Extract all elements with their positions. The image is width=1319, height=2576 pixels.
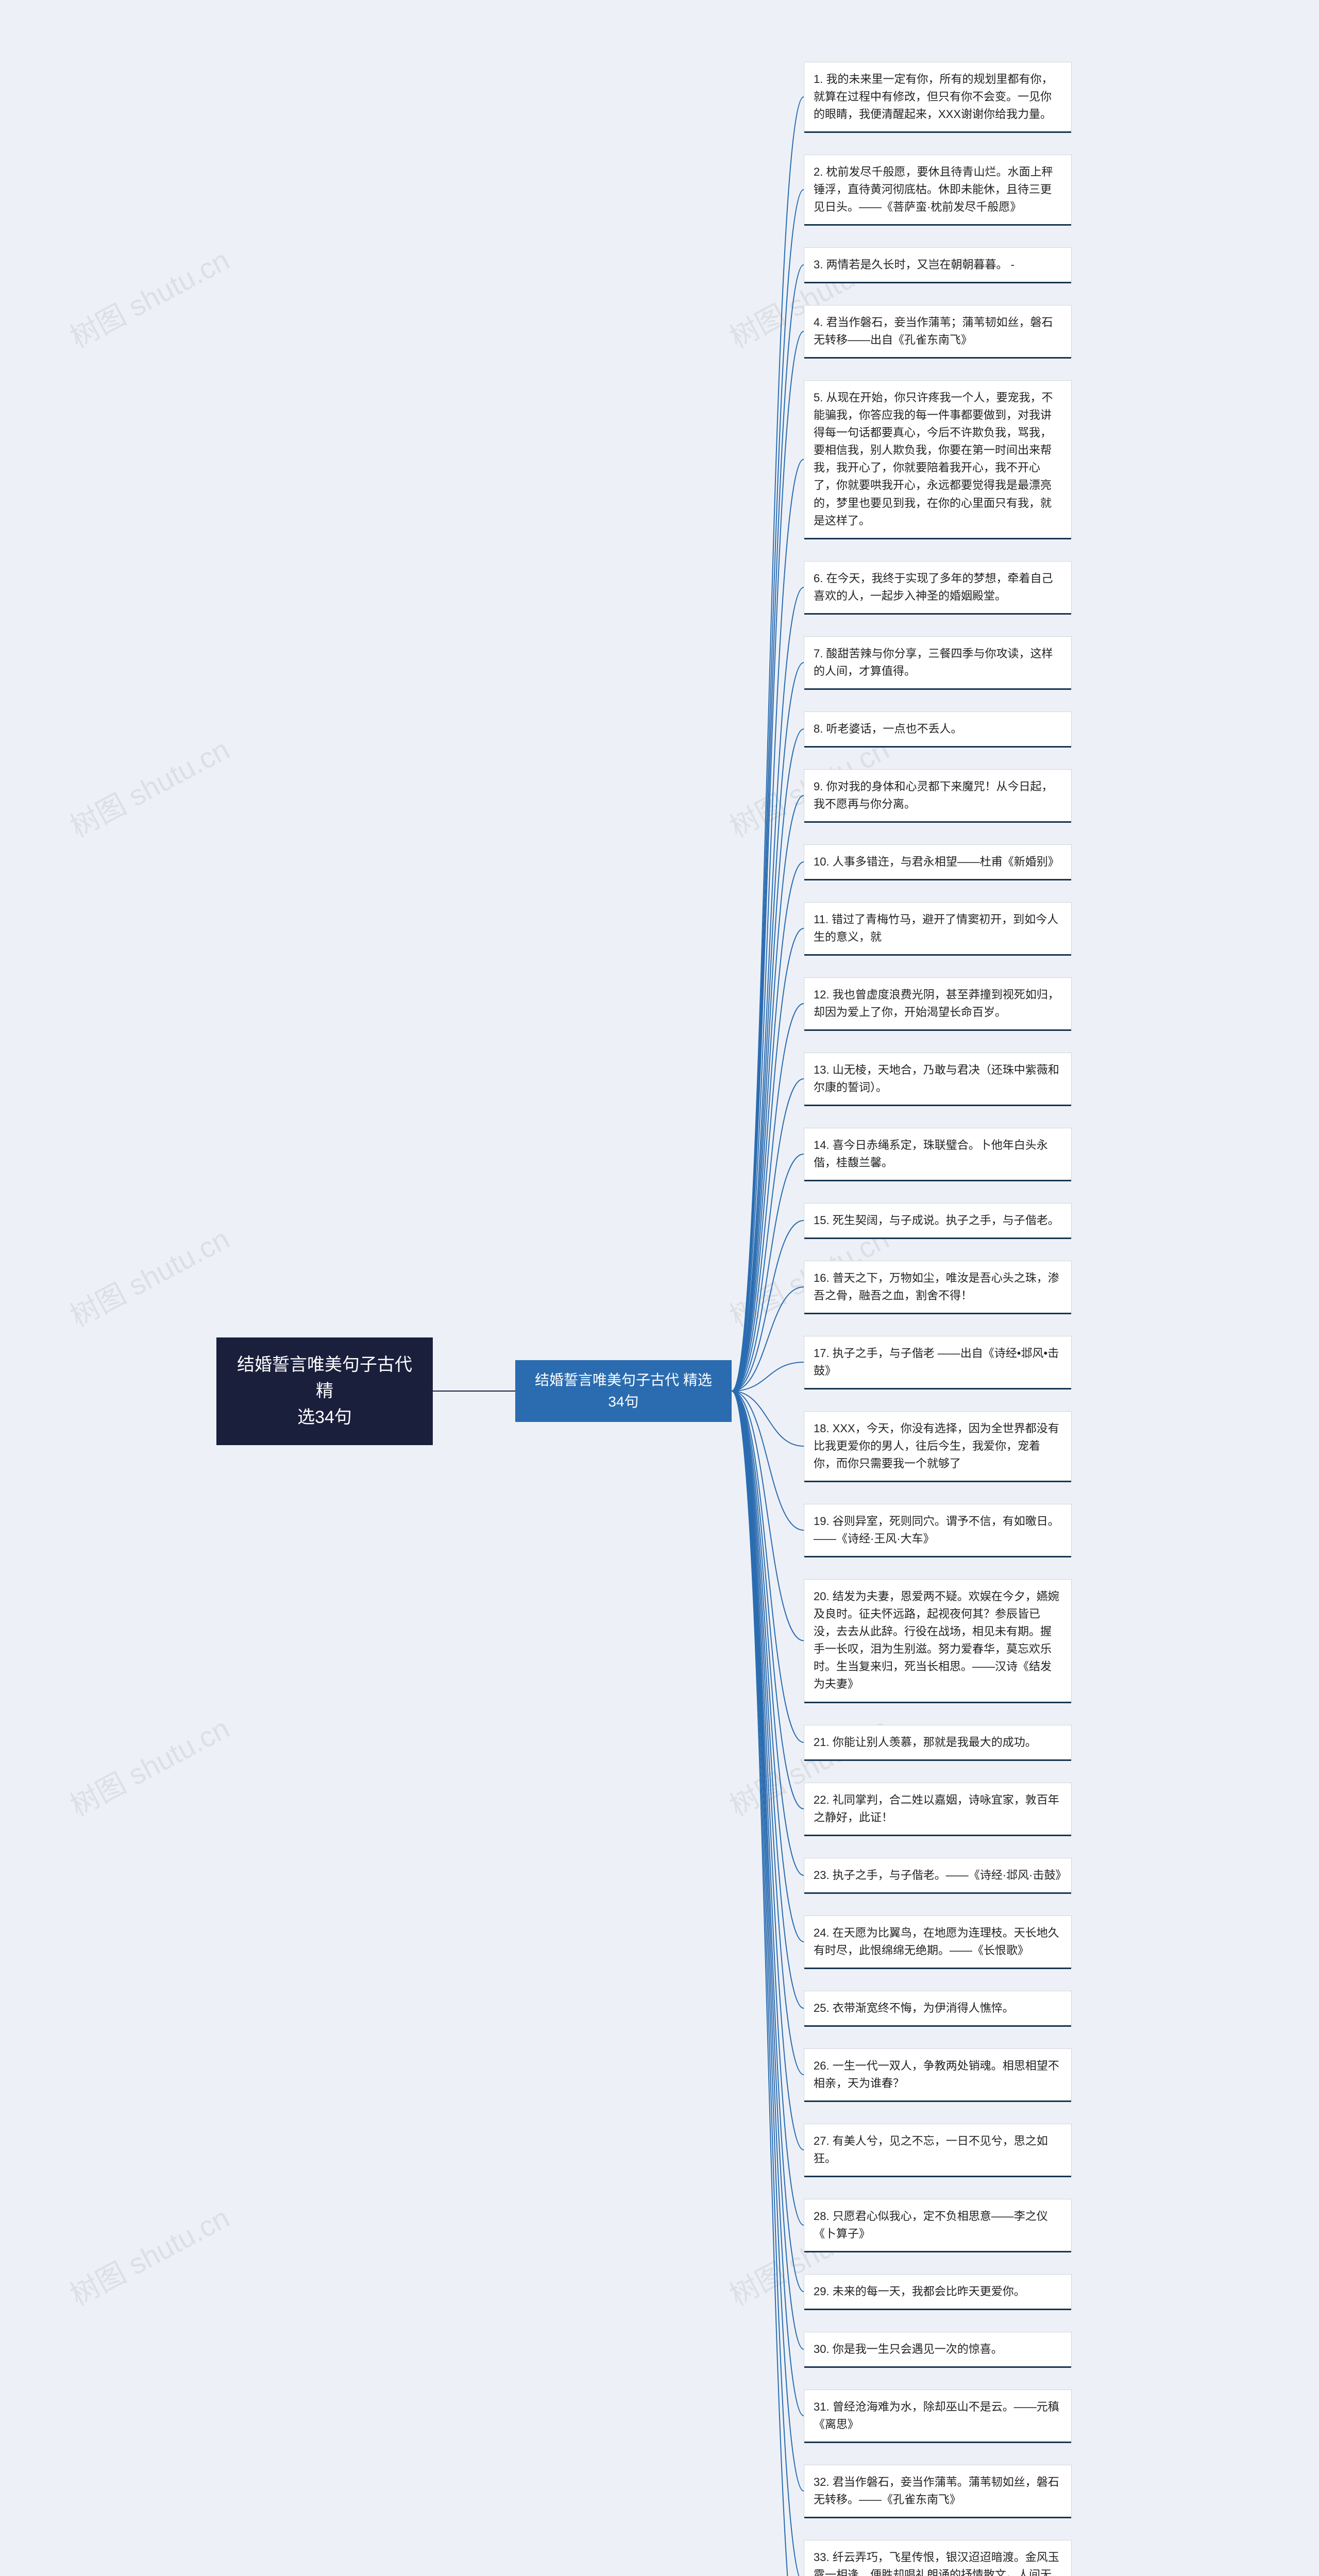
root-node: 结婚誓言唯美句子古代精选34句	[216, 1337, 433, 1445]
leaf-node: 7. 酸甜苦辣与你分享，三餐四季与你攻读，这样的人间，才算值得。	[804, 636, 1072, 689]
leaf-label: 28. 只愿君心似我心，定不负相思意——李之仪《卜算子》	[814, 2210, 1048, 2240]
watermark: 树图 shutu.cn	[62, 238, 236, 357]
leaf-label: 4. 君当作磐石，妾当作蒲苇；蒲苇韧如丝，磐石无转移——出自《孔雀东南飞》	[814, 316, 1053, 346]
leaf-label: 27. 有美人兮，见之不忘，一日不见兮，思之如狂。	[814, 2134, 1048, 2165]
leaf-label: 29. 未来的每一天，我都会比昨天更爱你。	[814, 2285, 1025, 2298]
leaf-node: 18. XXX，今天，你没有选择，因为全世界都没有比我更爱你的男人，往后今生，我…	[804, 1411, 1072, 1481]
leaf-node: 5. 从现在开始，你只许疼我一个人，要宠我，不能骗我，你答应我的每一件事都要做到…	[804, 380, 1072, 538]
leaf-label: 20. 结发为夫妻，恩爱两不疑。欢娱在今夕，嬿婉及良时。征夫怀远路，起视夜何其？…	[814, 1590, 1059, 1690]
connectors	[0, 0, 1319, 2576]
leaf-label: 3. 两情若是久长时，又岂在朝朝暮暮。 -	[814, 258, 1014, 271]
leaf-node: 3. 两情若是久长时，又岂在朝朝暮暮。 -	[804, 247, 1072, 282]
leaf-label: 15. 死生契阔，与子成说。执子之手，与子偕老。	[814, 1214, 1059, 1227]
leaf-label: 6. 在今天，我终于实现了多年的梦想，牵着自己喜欢的人，一起步入神圣的婚姻殿堂。	[814, 572, 1053, 602]
leaf-node: 25. 衣带渐宽终不悔，为伊消得人憔悴。	[804, 1991, 1072, 2026]
leaf-label: 11. 错过了青梅竹马，避开了情窦初开，到如今人生的意义，就	[814, 913, 1058, 943]
leaf-label: 21. 你能让别人羡慕，那就是我最大的成功。	[814, 1736, 1037, 1749]
watermark: 树图 shutu.cn	[62, 1216, 236, 1335]
leaf-label: 13. 山无棱，天地合，乃敢与君决（还珠中紫薇和尔康的誓词）。	[814, 1063, 1059, 1094]
leaf-node: 16. 普天之下，万物如尘，唯汝是吾心头之珠，渗吾之骨，融吾之血，割舍不得！	[804, 1261, 1072, 1313]
leaf-node: 13. 山无棱，天地合，乃敢与君决（还珠中紫薇和尔康的誓词）。	[804, 1053, 1072, 1105]
leaf-node: 21. 你能让别人羡慕，那就是我最大的成功。	[804, 1725, 1072, 1760]
leaf-label: 9. 你对我的身体和心灵都下来魔咒！从今日起，我不愿再与你分离。	[814, 780, 1053, 810]
leaf-node: 23. 执子之手，与子偕老。——《诗经·邶风·击鼓》	[804, 1858, 1072, 1893]
leaf-node: 8. 听老婆话，一点也不丢人。	[804, 711, 1072, 747]
leaf-label: 26. 一生一代一双人，争教两处销魂。相思相望不相亲，天为谁春？	[814, 2059, 1059, 2090]
leaf-node: 31. 曾经沧海难为水，除却巫山不是云。——元稹《离思》	[804, 2389, 1072, 2442]
leaf-node: 1. 我的未来里一定有你，所有的规划里都有你，就算在过程中有修改，但只有你不会变…	[804, 62, 1072, 132]
leaf-label: 12. 我也曾虚度浪费光阴，甚至莽撞到视死如归，却因为爱上了你，开始渴望长命百岁…	[814, 988, 1059, 1019]
leaf-label: 10. 人事多错迕，与君永相望——杜甫《新婚别》	[814, 855, 1059, 868]
leaf-node: 22. 礼同掌判，合二姓以嘉姻，诗咏宜家，敦百年之静好，此证！	[804, 1783, 1072, 1835]
leaf-node: 32. 君当作磐石，妾当作蒲苇。蒲苇韧如丝，磐石无转移。——《孔雀东南飞》	[804, 2465, 1072, 2517]
leaf-label: 32. 君当作磐石，妾当作蒲苇。蒲苇韧如丝，磐石无转移。——《孔雀东南飞》	[814, 2476, 1059, 2506]
leaf-node: 9. 你对我的身体和心灵都下来魔咒！从今日起，我不愿再与你分离。	[804, 769, 1072, 822]
leaf-label: 14. 喜今日赤绳系定，珠联璧合。卜他年白头永偕，桂馥兰馨。	[814, 1139, 1048, 1169]
leaf-node: 19. 谷则异室，死则同穴。谓予不信，有如曒日。——《诗经·王风·大车》	[804, 1504, 1072, 1556]
leaf-node: 17. 执子之手，与子偕老 ——出自《诗经•邶风•击鼓》	[804, 1336, 1072, 1388]
leaf-node: 12. 我也曾虚度浪费光阴，甚至莽撞到视死如归，却因为爱上了你，开始渴望长命百岁…	[804, 977, 1072, 1030]
leaf-label: 7. 酸甜苦辣与你分享，三餐四季与你攻读，这样的人间，才算值得。	[814, 647, 1053, 677]
leaf-label: 16. 普天之下，万物如尘，唯汝是吾心头之珠，渗吾之骨，融吾之血，割舍不得！	[814, 1272, 1059, 1302]
leaf-label: 1. 我的未来里一定有你，所有的规划里都有你，就算在过程中有修改，但只有你不会变…	[814, 73, 1053, 121]
leaf-label: 18. XXX，今天，你没有选择，因为全世界都没有比我更爱你的男人，往后今生，我…	[814, 1422, 1059, 1470]
leaf-node: 20. 结发为夫妻，恩爱两不疑。欢娱在今夕，嬿婉及良时。征夫怀远路，起视夜何其？…	[804, 1579, 1072, 1702]
leaf-node: 33. 纤云弄巧，飞星传恨，银汉迢迢暗渡。金风玉露一相逢，便胜却唱礼朗诵的抒情散…	[804, 2540, 1072, 2576]
leaf-node: 15. 死生契阔，与子成说。执子之手，与子偕老。	[804, 1203, 1072, 1238]
leaf-label: 33. 纤云弄巧，飞星传恨，银汉迢迢暗渡。金风玉露一相逢，便胜却唱礼朗诵的抒情散…	[814, 2551, 1059, 2576]
leaf-node: 28. 只愿君心似我心，定不负相思意——李之仪《卜算子》	[804, 2199, 1072, 2251]
leaf-label: 23. 执子之手，与子偕老。——《诗经·邶风·击鼓》	[814, 1869, 1067, 1882]
leaf-node: 27. 有美人兮，见之不忘，一日不见兮，思之如狂。	[804, 2124, 1072, 2176]
leaf-label: 30. 你是我一生只会遇见一次的惊喜。	[814, 2343, 1003, 2355]
leaf-node: 24. 在天愿为比翼鸟，在地愿为连理枝。天长地久有时尽，此恨绵绵无绝期。——《长…	[804, 1916, 1072, 1968]
leaf-node: 14. 喜今日赤绳系定，珠联璧合。卜他年白头永偕，桂馥兰馨。	[804, 1128, 1072, 1180]
leaf-node: 26. 一生一代一双人，争教两处销魂。相思相望不相亲，天为谁春？	[804, 2048, 1072, 2101]
leaf-node: 30. 你是我一生只会遇见一次的惊喜。	[804, 2332, 1072, 2367]
leaf-node: 6. 在今天，我终于实现了多年的梦想，牵着自己喜欢的人，一起步入神圣的婚姻殿堂。	[804, 561, 1072, 614]
leaf-node: 2. 枕前发尽千般愿，要休且待青山烂。水面上秤锤浮，直待黄河彻底枯。休即未能休，…	[804, 155, 1072, 225]
mindmap-canvas: 树图 shutu.cn 树图 shutu.cn 树图 shutu.cn 树图 shut…	[0, 0, 1319, 2576]
leaf-label: 5. 从现在开始，你只许疼我一个人，要宠我，不能骗我，你答应我的每一件事都要做到…	[814, 391, 1053, 527]
leaf-node: 11. 错过了青梅竹马，避开了情窦初开，到如今人生的意义，就	[804, 902, 1072, 955]
root-label: 结婚誓言唯美句子古代精选34句	[237, 1355, 412, 1427]
watermark: 树图 shutu.cn	[62, 1706, 236, 1825]
leaf-node: 10. 人事多错迕，与君永相望——杜甫《新婚别》	[804, 844, 1072, 879]
watermark: 树图 shutu.cn	[62, 727, 236, 846]
watermark: 树图 shutu.cn	[62, 2195, 236, 2314]
leaf-label: 8. 听老婆话，一点也不丢人。	[814, 722, 962, 735]
leaf-label: 17. 执子之手，与子偕老 ——出自《诗经•邶风•击鼓》	[814, 1347, 1059, 1377]
leaf-label: 31. 曾经沧海难为水，除却巫山不是云。——元稹《离思》	[814, 2400, 1059, 2431]
mid-label: 结婚誓言唯美句子古代 精选34句	[535, 1372, 712, 1410]
leaf-label: 24. 在天愿为比翼鸟，在地愿为连理枝。天长地久有时尽，此恨绵绵无绝期。——《长…	[814, 1926, 1059, 1957]
mid-node: 结婚誓言唯美句子古代 精选34句	[515, 1360, 732, 1422]
leaf-label: 22. 礼同掌判，合二姓以嘉姻，诗咏宜家，敦百年之静好，此证！	[814, 1793, 1059, 1824]
leaf-label: 25. 衣带渐宽终不悔，为伊消得人憔悴。	[814, 2002, 1014, 2014]
leaf-label: 19. 谷则异室，死则同穴。谓予不信，有如曒日。——《诗经·王风·大车》	[814, 1515, 1059, 1545]
leaf-node: 29. 未来的每一天，我都会比昨天更爱你。	[804, 2274, 1072, 2309]
leaf-label: 2. 枕前发尽千般愿，要休且待青山烂。水面上秤锤浮，直待黄河彻底枯。休即未能休，…	[814, 165, 1053, 213]
leaf-node: 4. 君当作磐石，妾当作蒲苇；蒲苇韧如丝，磐石无转移——出自《孔雀东南飞》	[804, 305, 1072, 358]
